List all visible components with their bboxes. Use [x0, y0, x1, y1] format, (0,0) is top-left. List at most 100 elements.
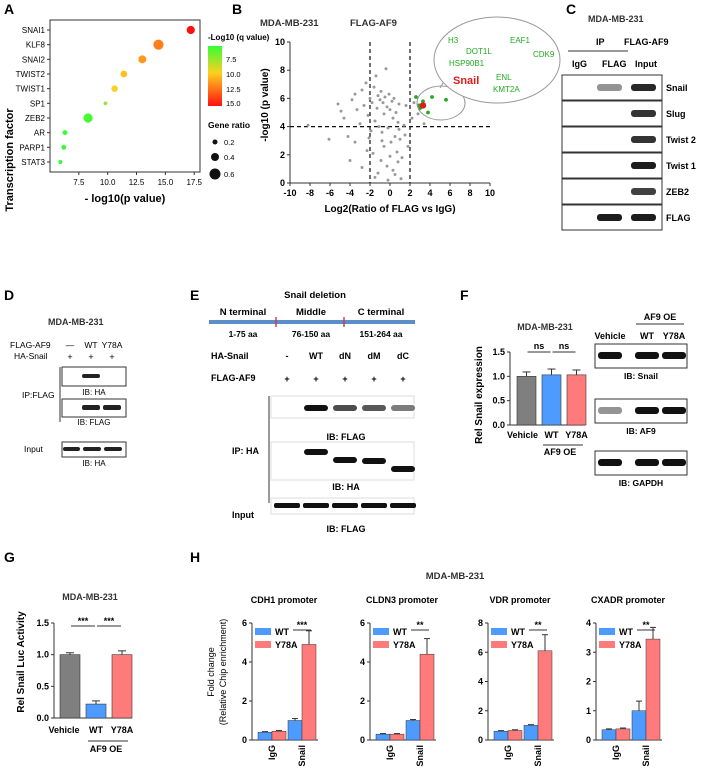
e-flag-mark: + [400, 374, 405, 384]
h-bar [271, 730, 287, 741]
b-gray-point [399, 177, 403, 181]
a-size-tick: 0.6 [224, 170, 234, 179]
h-subplot-title: CDH1 promoter [251, 595, 318, 605]
h-ytick-label: 2 [586, 677, 591, 687]
a-q-tick: 7.5 [226, 55, 236, 64]
e-range: 1-75 aa [229, 329, 258, 339]
h-legend-label: Y78A [393, 640, 416, 650]
b-gray-point [348, 158, 352, 162]
b-gray-point [376, 171, 380, 175]
e-range: 151-264 aa [359, 329, 402, 339]
e-domain: N terminal [220, 307, 266, 318]
panel-d: MDA-MB-231 FLAG-AF9 HA-Snail — WT Y78A +… [10, 317, 127, 468]
h-bar [523, 725, 539, 741]
b-green-point [430, 95, 434, 99]
c-band [631, 136, 656, 143]
a-category-label: TWIST1 [16, 85, 46, 94]
a-xtick-label: 10.0 [100, 178, 116, 187]
f-category-label: WT [545, 430, 559, 440]
b-gray-point [378, 98, 382, 102]
h-ylabel-2: (Relative Chip enrichment) [218, 619, 228, 726]
b-gray-point [366, 113, 370, 117]
b-gray-point [353, 92, 357, 96]
a-xtick-label: 12.5 [129, 178, 145, 187]
b-big-ellipse [433, 16, 561, 104]
b-gray-point [406, 144, 410, 148]
f-blot-lane: Y78A [663, 331, 686, 341]
h-bar [419, 653, 435, 741]
h-legend-swatch [373, 641, 389, 648]
b-ytick-label: 0 [280, 178, 285, 188]
b-gray-point [402, 123, 406, 127]
b-ytick-label: 2 [280, 150, 285, 160]
h-bar [301, 644, 317, 741]
b-cell-line: MDA-MB-231 [260, 18, 319, 29]
f-band [598, 352, 622, 359]
h-sig-label: *** [297, 620, 308, 630]
h-legend-swatch [491, 641, 507, 648]
a-ylabel: Transcription factor [4, 108, 16, 212]
b-gray-point [410, 116, 414, 120]
b-gray-point [391, 116, 395, 120]
b-green-point [421, 99, 425, 104]
b-ytick-label: 6 [280, 93, 285, 103]
h-category-label: Snail [415, 745, 425, 767]
e-title: Snail deletion [284, 290, 346, 301]
b-gray-point [306, 123, 310, 127]
g-ylabel: Rel Snail Luc Activity [16, 611, 27, 713]
c-row-label: ZEB2 [666, 187, 689, 197]
h-category-label: IgG [611, 745, 621, 760]
c-row-label: Snail [666, 83, 688, 93]
b-gray-point [388, 154, 392, 158]
b-gray-point [403, 133, 407, 137]
b-gray-point [346, 134, 350, 138]
b-xlabel: Log2(Ratio of FLAG vs IgG) [324, 204, 455, 215]
a-colorbar [208, 46, 222, 106]
h-ytick-label: 4 [586, 618, 591, 628]
f-category-label: Vehicle [507, 430, 538, 440]
b-gray-point [365, 149, 369, 153]
h-category-label: Snail [641, 745, 651, 767]
b-gray-point [379, 158, 383, 162]
f-sig-label: ns [534, 341, 545, 351]
e-flag-mark: + [313, 374, 318, 384]
panel-c: MDA-MB-231 IP FLAG-AF9 IgG FLAG Input Sn… [561, 14, 696, 231]
d-ha-mark: + [67, 352, 72, 362]
f-cell-line: MDA-MB-231 [517, 322, 573, 332]
b-gray-point [395, 150, 399, 154]
e-ha-mark: dC [397, 351, 409, 361]
b-gray-point [392, 96, 396, 100]
d-ib-flag: IB: FLAG [78, 418, 111, 427]
e-ha-mark: dM [368, 351, 381, 361]
f-blot-group: AF9 OE [644, 312, 677, 322]
b-gray-point [360, 88, 364, 92]
h-ytick-label: 4 [478, 677, 483, 687]
e-band [390, 503, 416, 508]
g-group-label: AF9 OE [90, 744, 123, 754]
g-cell-line: MDA-MB-231 [62, 592, 118, 602]
b-gray-point [416, 112, 420, 116]
b-gray-point [384, 67, 388, 71]
b-gray-point [386, 178, 390, 182]
panel-g: MDA-MB-231 Rel Snail Luc Activity 0.0 0.5… [16, 592, 134, 754]
a-category-label: SP1 [30, 99, 46, 108]
panel-letter-E: E [190, 287, 199, 303]
a-size-key [209, 168, 221, 180]
b-gray-point [397, 127, 401, 131]
h-legend-label: WT [275, 627, 289, 637]
b-gray-point [379, 89, 383, 93]
h-bar [257, 731, 273, 741]
a-category-label: ZEB2 [25, 114, 46, 123]
b-ytick-label: 10 [275, 37, 285, 47]
panel-letter-G: G [4, 549, 15, 565]
c-row-label: Twist 1 [666, 161, 696, 171]
g-bar [59, 654, 81, 719]
b-gray-point [368, 96, 372, 100]
f-ytick-label: 0.0 [492, 420, 505, 430]
e-band [362, 458, 386, 464]
c-bait: FLAG-AF9 [624, 37, 669, 47]
b-small-ellipse [416, 85, 466, 121]
a-category-label: TWIST2 [16, 70, 46, 79]
panel-letter-C: C [566, 1, 576, 17]
d-band [82, 374, 100, 378]
